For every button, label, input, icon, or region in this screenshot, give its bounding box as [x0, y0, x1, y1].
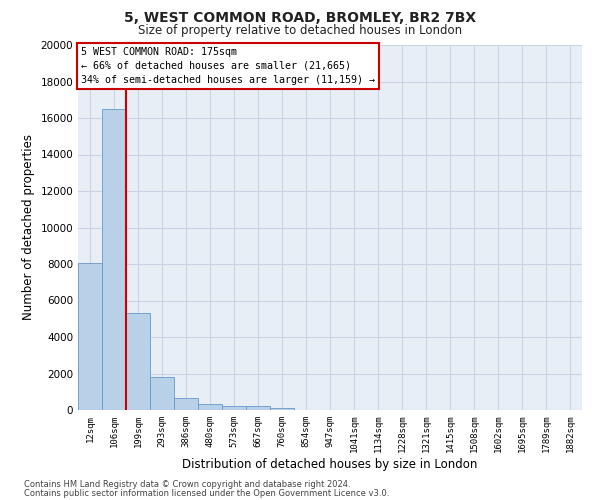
Bar	[270, 408, 294, 410]
Y-axis label: Number of detached properties: Number of detached properties	[22, 134, 35, 320]
Text: Size of property relative to detached houses in London: Size of property relative to detached ho…	[138, 24, 462, 37]
Text: Contains HM Land Registry data © Crown copyright and database right 2024.: Contains HM Land Registry data © Crown c…	[24, 480, 350, 489]
Bar	[174, 398, 198, 410]
Bar	[102, 109, 126, 410]
Text: Contains public sector information licensed under the Open Government Licence v3: Contains public sector information licen…	[24, 488, 389, 498]
Bar	[78, 263, 102, 410]
Bar	[198, 404, 222, 410]
Bar	[150, 377, 174, 410]
Bar	[126, 314, 150, 410]
Text: 5 WEST COMMON ROAD: 175sqm
← 66% of detached houses are smaller (21,665)
34% of : 5 WEST COMMON ROAD: 175sqm ← 66% of deta…	[80, 47, 374, 85]
Bar	[222, 406, 246, 410]
X-axis label: Distribution of detached houses by size in London: Distribution of detached houses by size …	[182, 458, 478, 471]
Bar	[246, 406, 270, 410]
Text: 5, WEST COMMON ROAD, BROMLEY, BR2 7BX: 5, WEST COMMON ROAD, BROMLEY, BR2 7BX	[124, 11, 476, 25]
